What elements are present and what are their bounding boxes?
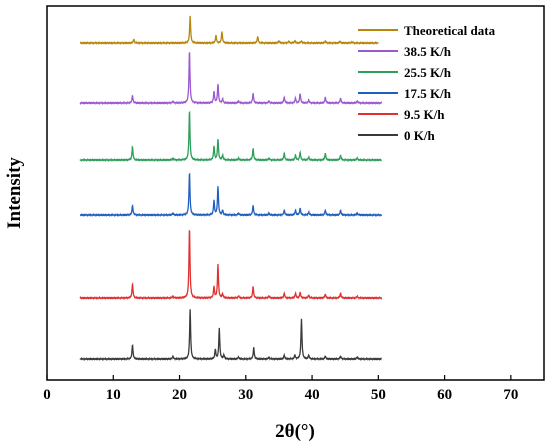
legend-label: 0 K/h	[404, 128, 435, 143]
x-tick-label: 60	[437, 387, 452, 403]
legend: Theoretical data 38.5 K/h 25.5 K/h 17.5 K/h…	[358, 23, 496, 143]
series-line-5	[79, 309, 382, 362]
series-layer	[79, 15, 383, 362]
x-tick-label: 30	[238, 387, 253, 403]
x-axis-label: 2θ(°)	[275, 421, 315, 442]
legend-label: Theoretical data	[404, 23, 496, 38]
x-tick-label: 0	[43, 387, 51, 403]
series-line-3	[79, 172, 383, 218]
x-axis-ticks: 0 10 20 30 40 50 60 70	[43, 375, 518, 403]
x-tick-label: 40	[305, 387, 320, 403]
series-line-4	[79, 229, 383, 301]
series-line-2	[79, 110, 382, 163]
x-tick-label: 10	[106, 387, 121, 403]
x-tick-label: 70	[503, 387, 518, 403]
plot-frame	[46, 5, 545, 381]
x-tick-label: 20	[172, 387, 187, 403]
series-line-0	[79, 15, 379, 46]
legend-label: 25.5 K/h	[404, 65, 452, 80]
x-tick-label: 50	[371, 387, 386, 403]
legend-label: 38.5 K/h	[404, 44, 452, 59]
legend-label: 17.5 K/h	[404, 86, 452, 101]
legend-label: 9.5 K/h	[404, 107, 445, 122]
y-axis-label: Intensity	[4, 157, 25, 229]
series-line-1	[79, 52, 383, 106]
